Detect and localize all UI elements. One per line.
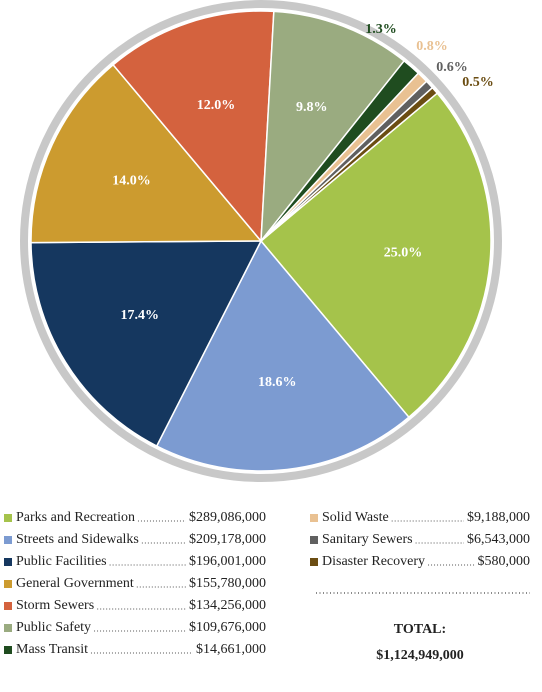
legend-swatch	[4, 580, 12, 588]
slice-label: 0.5%	[462, 75, 494, 90]
legend-label: Public Safety	[16, 620, 91, 635]
legend-amount: $134,256,000	[189, 598, 266, 613]
legend-swatch	[4, 646, 12, 654]
legend-amount: $155,780,000	[189, 576, 266, 591]
legend-amount: $6,543,000	[467, 532, 530, 547]
legend-amount: $196,001,000	[189, 554, 266, 569]
slice-label: 1.3%	[365, 22, 397, 37]
pie-slice	[30, 63, 263, 244]
legend-swatch	[4, 602, 12, 610]
pie-slice	[259, 92, 492, 419]
pie-slice	[260, 86, 439, 242]
slice-label: 25.0%	[384, 246, 423, 261]
legend-label: Streets and Sidewalks	[16, 532, 139, 547]
legend-label: General Government	[16, 576, 134, 591]
legend-label: Mass Transit	[16, 642, 88, 657]
slice-label: 17.4%	[120, 308, 159, 323]
total-label: TOTAL:	[394, 622, 446, 637]
total-value: $1,124,949,000	[376, 648, 464, 663]
legend-label: Parks and Recreation	[16, 510, 135, 525]
legend-amount: $580,000	[478, 554, 531, 569]
slice-label: 0.8%	[416, 39, 448, 54]
pie-slice	[30, 240, 263, 448]
legend-swatch	[4, 514, 12, 522]
pie-ring	[20, 0, 502, 482]
legend-label: Sanitary Sewers	[322, 532, 413, 547]
legend-amount: $109,676,000	[189, 620, 266, 635]
legend-label: Solid Waste	[322, 510, 389, 525]
pie-slice	[155, 239, 410, 472]
slice-label: 18.6%	[258, 375, 297, 390]
pie-slice	[260, 10, 406, 244]
legend-label: Storm Sewers	[16, 598, 94, 613]
legend-swatch	[4, 624, 12, 632]
legend-swatch	[4, 558, 12, 566]
legend-swatch	[4, 536, 12, 544]
pie-slice	[112, 10, 275, 243]
slice-label: 12.0%	[197, 98, 236, 113]
legend-label: Public Facilities	[16, 554, 107, 569]
slice-label: 0.6%	[436, 60, 468, 75]
legend-amount: $209,178,000	[189, 532, 266, 547]
legend-swatch	[310, 536, 318, 544]
legend-swatch	[310, 514, 318, 522]
slice-label: 9.8%	[296, 100, 328, 115]
legend-amount: $14,661,000	[196, 642, 266, 657]
legend-swatch	[310, 558, 318, 566]
legend-amount: $9,188,000	[467, 510, 530, 525]
legend-amount: $289,086,000	[189, 510, 266, 525]
legend-label: Disaster Recovery	[322, 554, 425, 569]
slice-label: 14.0%	[112, 173, 151, 188]
